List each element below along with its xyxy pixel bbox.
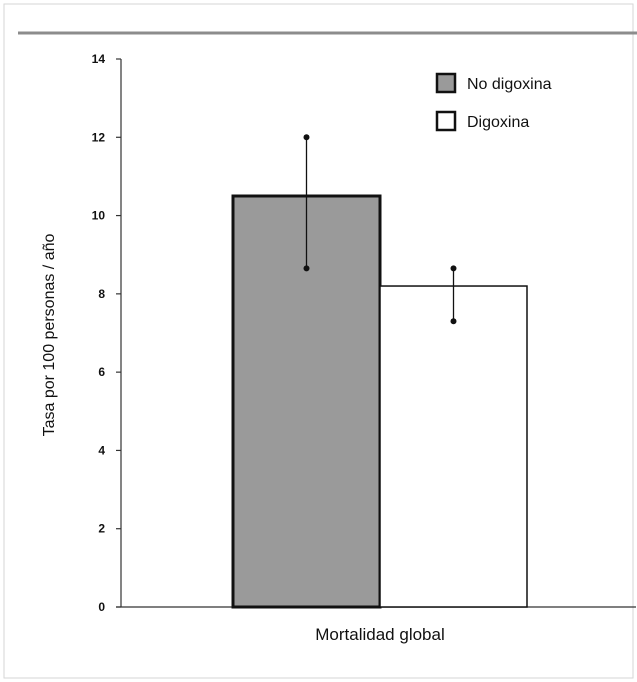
y-axis-title: Tasa por 100 personas / año <box>41 234 58 437</box>
error-bar-cap-low <box>303 265 310 272</box>
y-tick-label: 2 <box>98 522 105 536</box>
y-tick-label: 12 <box>92 130 106 144</box>
figure-frame <box>3 3 634 679</box>
bars-group <box>231 194 528 609</box>
y-tick-label: 8 <box>98 287 105 301</box>
legend: No digoxina Digoxina <box>435 72 552 132</box>
y-tick-label: 4 <box>98 443 105 457</box>
y-tick-label: 6 <box>98 365 105 379</box>
error-bar-cap-low <box>450 318 457 325</box>
legend-swatch <box>435 72 457 94</box>
legend-label: Digoxina <box>467 114 529 131</box>
legend-label: No digoxina <box>467 76 552 93</box>
error-bars-group <box>303 134 457 325</box>
error-bar-cap-high <box>450 265 457 272</box>
y-tick-label: 14 <box>92 52 106 66</box>
y-tick-label: 0 <box>98 600 105 614</box>
legend-swatch <box>435 110 457 132</box>
bar-digoxina <box>379 285 528 608</box>
y-tick-label: 10 <box>92 209 106 223</box>
category-label: Mortalidad global <box>315 625 444 644</box>
y-axis: 0 2 4 6 8 10 12 14 <box>92 52 122 614</box>
error-bar-cap-high <box>303 134 310 141</box>
